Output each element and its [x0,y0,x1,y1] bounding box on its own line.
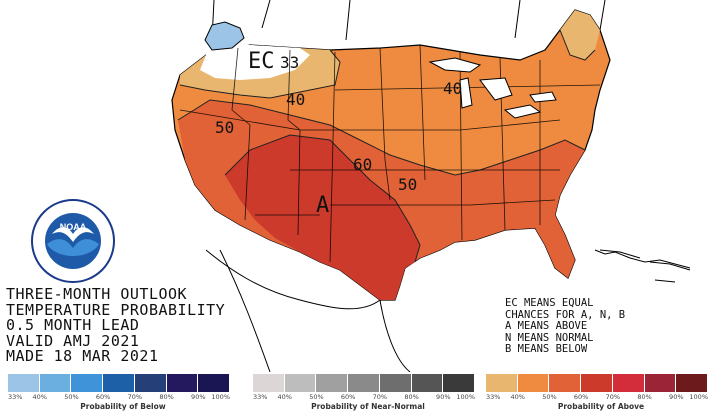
legend-tick-normal-7: 90% [436,393,451,401]
legend-ticks-above: 33% 40% 50% 60% 70% 80% 90% 100% [486,393,708,401]
legend-swatch-normal-4 [348,374,380,392]
legend-swatch-below-5 [134,374,167,392]
label-ec: EC [248,49,275,74]
legend-bar-below [8,374,230,392]
legend-tick-normal-2: 40% [277,393,292,401]
legend-tick-above-7: 90% [669,393,684,401]
label-50-west: 50 [215,118,234,137]
label-40-east: 40 [443,79,462,98]
legend-swatch-normal-7 [443,374,475,392]
legend-bar-normal [253,374,475,392]
caribbean-islands [599,249,691,283]
title-line-2: TEMPERATURE PROBABILITY [6,300,226,319]
legend-tick-below-2: 40% [32,393,47,401]
legend-tick-below-4: 60% [95,393,111,401]
legend-tick-normal-3: 50% [309,393,324,401]
legend-title-above: Probability of Above [557,402,645,411]
legend-tick-above-3: 50% [542,393,557,401]
noaa-seal-icon: NOAA [31,199,115,283]
legend-tick-above-8: 100% [689,393,708,401]
note-line-4: N MEANS NORMAL [505,331,594,344]
legend-tick-normal-1: 33% [253,393,268,401]
legend-swatch-normal-3 [316,374,349,392]
legend-swatch-above-1 [486,374,518,392]
legend-tick-normal-6: 80% [404,393,419,401]
legend-tick-below-3: 50% [64,393,79,401]
legend-title-normal: Probability of Near-Normal [311,402,425,411]
label-40-west: 40 [286,90,305,109]
legend-bar-above [486,374,708,392]
legend-swatch-below-7 [198,374,230,392]
legend-tick-normal-8: 100% [456,393,475,401]
legend-tick-below-7: 90% [191,393,206,401]
legend-swatch-above-4 [581,374,613,392]
note-line-5: B MEANS BELOW [505,343,588,355]
title-line-5: MADE 18 MAR 2021 [6,347,159,365]
legend-swatch-below-2 [39,374,72,392]
label-60: 60 [353,155,372,174]
great-lakes [428,57,557,119]
legend-tick-below-5: 70% [127,393,143,401]
legend-swatch-below-1 [8,374,40,392]
legend-swatch-below-3 [71,374,104,392]
title-block: THREE-MONTH OUTLOOK TEMPERATURE PROBABIL… [6,285,226,365]
legend-swatch-above-2 [517,374,550,392]
legend-tick-below-6: 80% [159,393,174,401]
legend-swatch-below-6 [166,374,199,392]
legend-tick-normal-4: 60% [340,393,356,401]
legend-swatch-normal-6 [411,374,444,392]
logo-text: NOAA [60,222,87,232]
legend-tick-normal-5: 70% [372,393,388,401]
title-line-1: THREE-MONTH OUTLOOK [6,285,188,303]
region-above-60 [225,135,420,300]
label-a: A [316,193,329,218]
region-ec [200,42,310,80]
legend-title-below: Probability of Below [80,402,166,411]
legend-swatch-above-6 [644,374,677,392]
legend-tick-above-1: 33% [486,393,501,401]
title-line-3: 0.5 MONTH LEAD [6,316,140,334]
legend-tick-above-4: 60% [573,393,589,401]
legend-ticks-normal: 33% 40% 50% 60% 70% 80% 90% 100% [253,393,475,401]
title-line-4: VALID AMJ 2021 [6,331,140,350]
legend-swatch-below-4 [103,374,135,392]
legend-swatch-above-7 [676,374,708,392]
note-line-2: CHANCES FOR A, N, B [505,308,626,321]
legend-swatch-above-5 [612,374,645,392]
legend-ticks-below: 33% 40% 50% 60% 70% 80% 90% 100% [8,393,230,401]
legend-tick-below-1: 33% [8,393,23,401]
label-50-plains: 50 [398,175,417,194]
region-below-33 [204,21,245,51]
region-above-33-northeast [560,10,600,60]
legend-tick-above-5: 70% [605,393,621,401]
note-line-3: A MEANS ABOVE [505,320,588,332]
label-33: 33 [280,53,299,72]
outlook-map: EC 33 40 40 50 50 60 A [171,0,691,372]
legend-swatch-normal-5 [379,374,412,392]
legend-swatch-above-3 [549,374,582,392]
legend-swatch-normal-1 [253,374,285,392]
border-lines [205,0,691,372]
legend-swatch-normal-2 [284,374,317,392]
legend-tick-above-2: 40% [510,393,525,401]
legend-tick-above-6: 80% [637,393,652,401]
legend-tick-below-8: 100% [211,393,230,401]
note-line-1: EC MEANS EQUAL [505,297,594,309]
legend-note: EC MEANS EQUAL CHANCES FOR A, N, B A MEA… [505,297,626,356]
